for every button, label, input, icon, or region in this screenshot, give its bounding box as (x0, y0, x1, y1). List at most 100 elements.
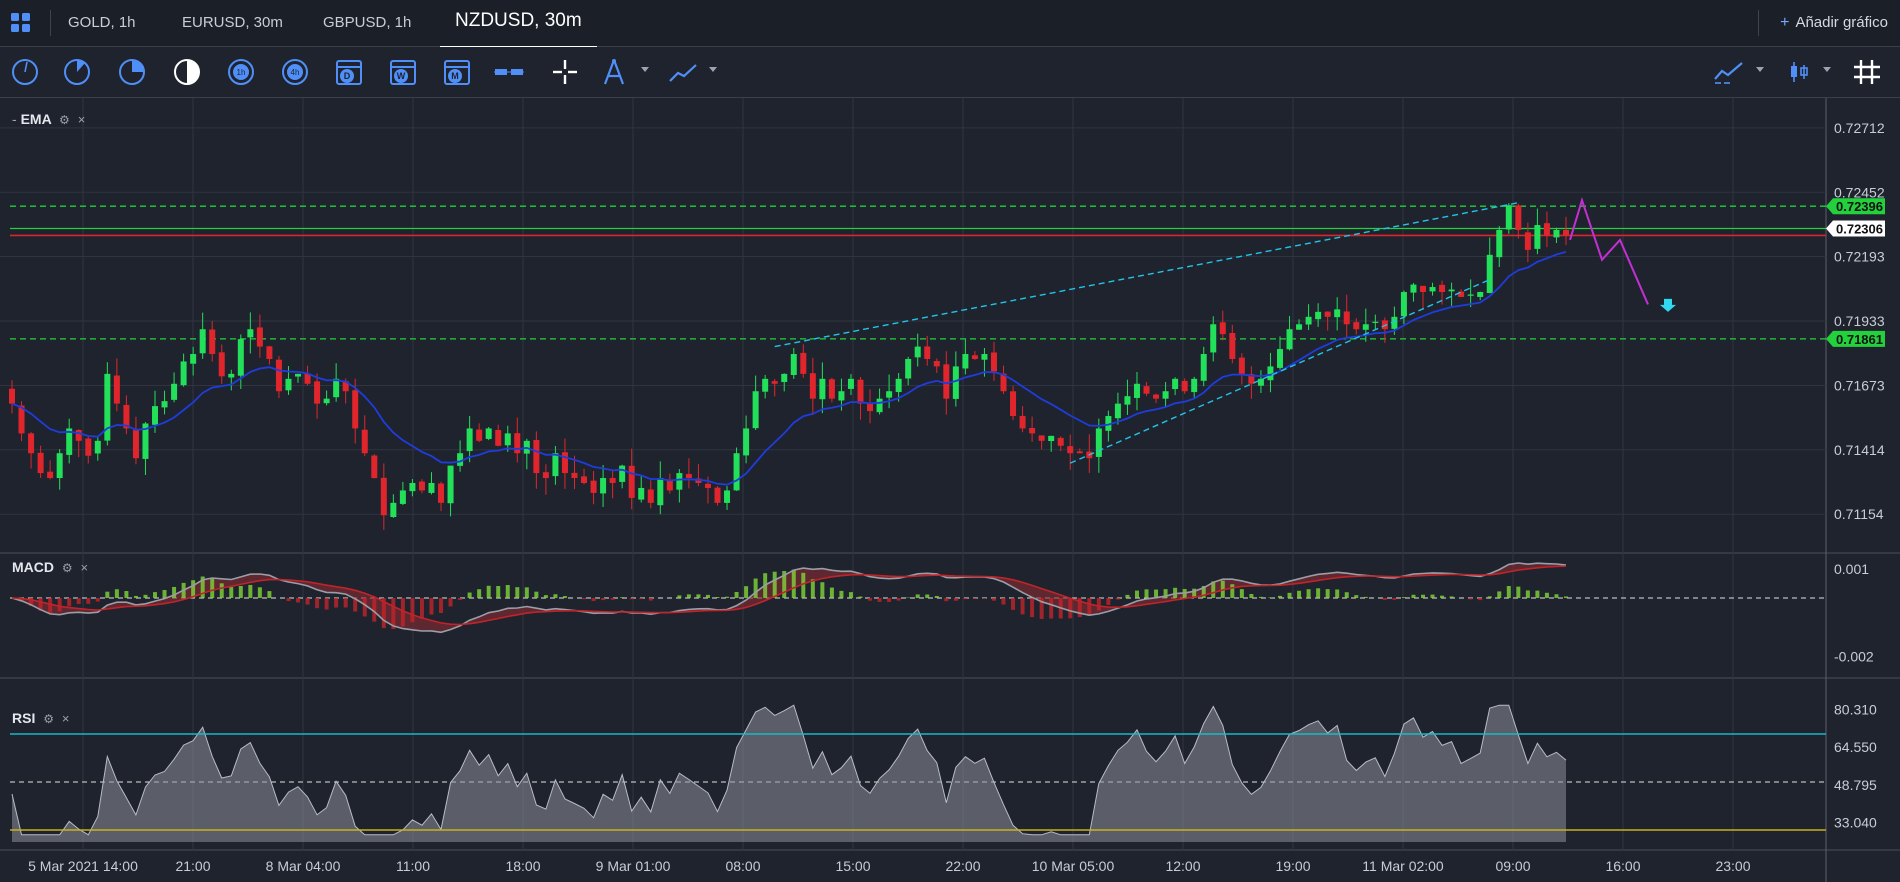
candle (1143, 386, 1150, 394)
clock-30min-icon[interactable] (170, 57, 204, 87)
clock-5min-icon[interactable] (8, 57, 42, 87)
macd-histogram-bar (1144, 589, 1149, 598)
macd-histogram-bar (524, 587, 529, 598)
candle (981, 354, 988, 360)
macd-histogram-bar (353, 598, 358, 612)
clock-1h-icon[interactable]: 1h (224, 57, 258, 87)
candle (323, 398, 330, 404)
candle (1458, 291, 1465, 297)
candle (600, 478, 607, 494)
macd-histogram-bar (1154, 589, 1159, 598)
svg-text:M: M (451, 71, 459, 81)
rsi-close-icon[interactable]: × (61, 711, 70, 726)
candle (895, 378, 902, 393)
macd-histogram-bar (858, 596, 863, 598)
macd-histogram-bar (1163, 589, 1168, 598)
clock-15min-icon[interactable] (115, 57, 149, 87)
macd-histogram-bar (925, 594, 930, 598)
macd-histogram-bar (1325, 589, 1330, 598)
calendar-month-icon[interactable]: M (440, 57, 474, 87)
indicators-dropdown-icon[interactable] (1756, 67, 1764, 72)
macd-histogram-bar (38, 598, 43, 611)
tab-nzdusd-30m[interactable]: NZDUSD, 30m (440, 0, 597, 49)
candle (552, 453, 559, 477)
crosshair-icon[interactable] (548, 57, 582, 87)
candle (695, 478, 702, 483)
apps-grid-icon[interactable] (10, 12, 32, 34)
tab-gbpusd-1h[interactable]: GBPUSD, 1h (323, 14, 412, 31)
macd-histogram-bar (29, 598, 34, 607)
candle (971, 355, 978, 359)
candle (304, 373, 311, 384)
ema-label: EMA (20, 111, 52, 127)
candle (428, 482, 435, 493)
tab-gold-1h[interactable]: GOLD, 1h (68, 14, 136, 31)
chart-canvas[interactable]: 5 Mar 2021 14:00 21:00 8 Mar 04:00 11:00 18:… (0, 98, 1900, 882)
macd-settings-gear-icon[interactable]: ⚙ (61, 561, 73, 575)
macd-close-icon[interactable]: × (80, 560, 89, 575)
macd-histogram-bar (1211, 581, 1216, 598)
indicators-icon[interactable] (1712, 57, 1746, 87)
macd-histogram-bar (400, 598, 405, 627)
macd-histogram-bar (1011, 598, 1016, 610)
candle (94, 440, 101, 454)
candle (390, 502, 397, 517)
line-tool-dropdown-icon[interactable] (709, 67, 717, 72)
price-axis-label: 0.72193 (1834, 249, 1885, 265)
drawing-tools-dropdown-icon[interactable] (641, 67, 649, 72)
candle (1162, 391, 1169, 399)
candle (1448, 289, 1455, 292)
time-axis-label: 11 Mar 02:00 (1362, 858, 1444, 874)
macd-histogram-bar (76, 598, 81, 605)
add-chart-button[interactable]: + Añadir gráfico (1780, 0, 1888, 46)
macd-histogram-bar (1354, 595, 1359, 598)
macd-histogram-bar (610, 598, 615, 600)
calendar-week-icon[interactable]: W (386, 57, 420, 87)
calendar-day-icon[interactable]: D (332, 57, 366, 87)
macd-histogram-bar (629, 598, 634, 600)
ema-close-icon[interactable]: × (77, 112, 86, 127)
candle (1257, 378, 1264, 386)
candle (619, 465, 626, 482)
macd-histogram-bar (162, 590, 167, 598)
candle (1048, 435, 1055, 442)
macd-histogram-bar (57, 598, 62, 612)
macd-histogram-bar (305, 598, 310, 605)
candle (867, 403, 874, 412)
candle (609, 478, 616, 483)
ema-settings-gear-icon[interactable]: ⚙ (59, 113, 70, 127)
macd-histogram-bar (381, 598, 386, 629)
macd-histogram-bar (515, 587, 520, 598)
line-tool-icon[interactable] (666, 57, 700, 87)
macd-histogram-bar (820, 582, 825, 598)
macd-histogram-bar (725, 596, 730, 598)
chart-background (0, 98, 1900, 882)
candle (409, 482, 416, 492)
rsi-settings-gear-icon[interactable]: ⚙ (43, 712, 54, 726)
tab-eurusd-30m[interactable]: EURUSD, 30m (182, 14, 283, 31)
price-tag-background (1826, 198, 1885, 215)
candle (1486, 254, 1493, 294)
price-axis-label: 0.72712 (1834, 120, 1885, 136)
macd-histogram-bar (896, 598, 901, 601)
clock-4h-icon[interactable]: 4h (278, 57, 312, 87)
candle (228, 373, 235, 378)
macd-histogram-bar (133, 595, 138, 598)
macd-histogram-bar (505, 584, 510, 598)
chart-type-icon[interactable] (1782, 57, 1816, 87)
candle (275, 359, 282, 392)
macd-histogram-bar (734, 591, 739, 598)
candle (752, 391, 759, 429)
chart-type-dropdown-icon[interactable] (1823, 67, 1831, 72)
candle (1200, 354, 1207, 381)
candle (1534, 225, 1541, 249)
time-axis-label: 15:00 (835, 858, 870, 874)
candle (571, 472, 578, 479)
drawing-tools-icon[interactable] (597, 57, 631, 87)
candle (933, 361, 940, 367)
grid-icon[interactable] (1850, 57, 1884, 87)
chart-layout-icon[interactable] (492, 57, 526, 87)
candle (1305, 316, 1312, 325)
clock-10min-icon[interactable] (60, 57, 94, 87)
macd-histogram-bar (601, 598, 606, 601)
